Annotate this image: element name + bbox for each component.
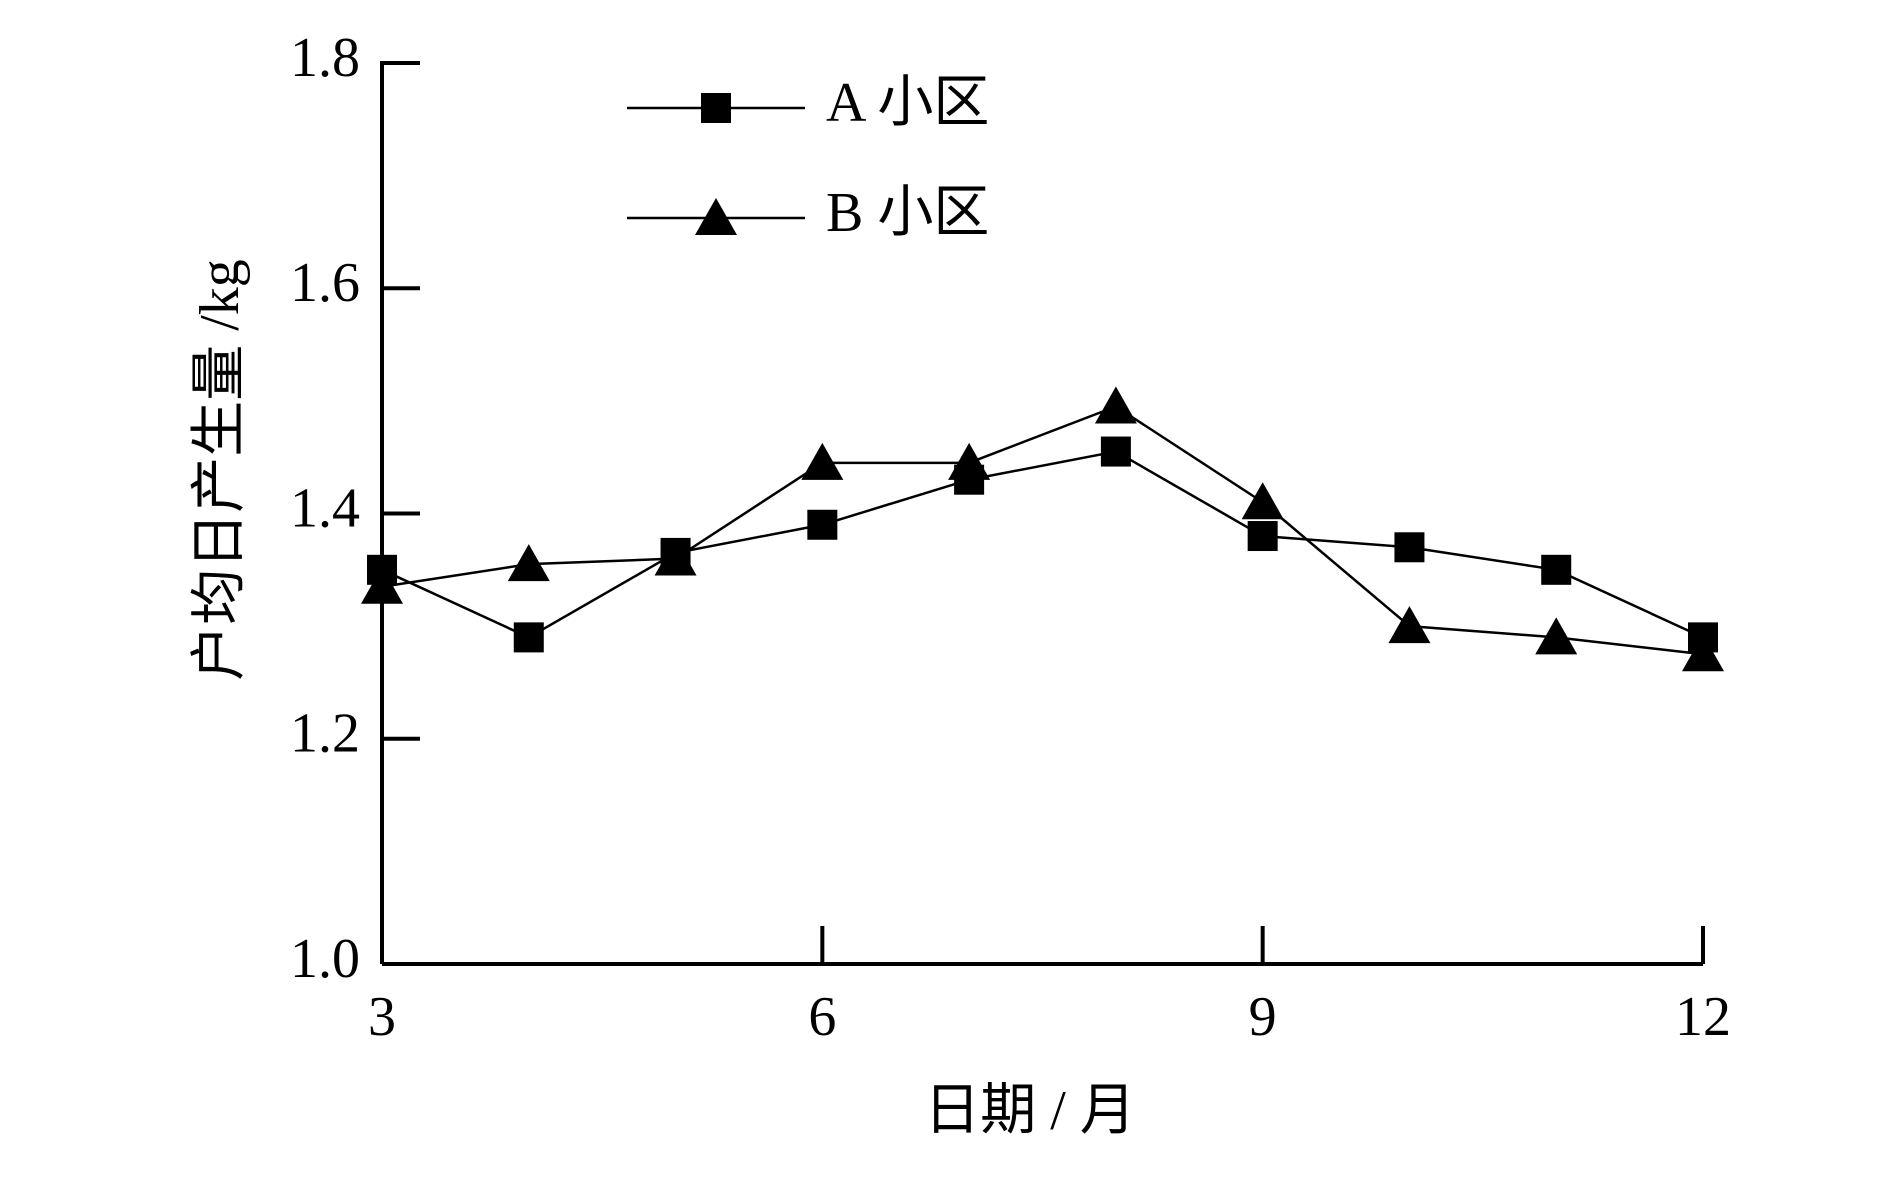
triangle-marker	[654, 538, 697, 576]
square-marker	[1247, 521, 1278, 552]
square-marker	[1394, 532, 1425, 563]
y-tick-label: 1.2	[290, 703, 360, 765]
y-tick-label: 1.0	[290, 928, 360, 990]
triangle-marker	[1094, 386, 1137, 424]
triangle-marker	[1535, 617, 1578, 655]
legend-marker	[695, 198, 737, 235]
legend-marker	[701, 93, 731, 123]
x-tick-label: 3	[368, 986, 396, 1048]
square-marker	[807, 509, 838, 540]
square-marker	[1100, 436, 1131, 467]
square-marker	[513, 622, 544, 653]
y-tick-label: 1.6	[290, 252, 360, 314]
triangle-marker	[948, 442, 991, 480]
y-tick-label: 1.8	[290, 27, 360, 89]
square-marker	[1541, 554, 1572, 585]
legend-label: A 小区	[826, 72, 989, 134]
legend-label: B 小区	[826, 182, 989, 244]
triangle-marker	[1388, 606, 1431, 644]
x-tick-label: 6	[808, 986, 836, 1048]
triangle-marker	[507, 544, 550, 582]
x-tick-label: 9	[1249, 986, 1277, 1048]
y-axis-label: 户均日产生量 /kg	[189, 259, 251, 681]
triangle-marker	[361, 566, 403, 604]
series-line	[381, 450, 1704, 639]
x-axis-label: 日期 / 月	[924, 1080, 1136, 1142]
triangle-marker	[1682, 634, 1724, 672]
y-tick-label: 1.4	[290, 477, 360, 539]
series-line	[381, 405, 1704, 656]
triangle-marker	[1241, 482, 1284, 520]
triangle-marker	[801, 442, 844, 480]
x-tick-label: 12	[1675, 986, 1731, 1048]
